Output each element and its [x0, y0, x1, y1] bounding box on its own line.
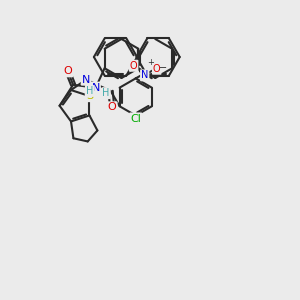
Text: N: N	[141, 70, 148, 80]
Text: N: N	[82, 75, 90, 85]
Text: O: O	[108, 103, 116, 112]
Text: O: O	[63, 66, 72, 76]
Text: +: +	[147, 58, 154, 67]
Text: −: −	[159, 63, 167, 73]
Text: H: H	[86, 86, 93, 96]
Text: Cl: Cl	[130, 114, 141, 124]
Text: S: S	[86, 91, 93, 101]
Text: O: O	[130, 61, 137, 71]
Text: H: H	[102, 88, 110, 98]
Text: N: N	[92, 83, 100, 93]
Text: O: O	[153, 64, 160, 74]
